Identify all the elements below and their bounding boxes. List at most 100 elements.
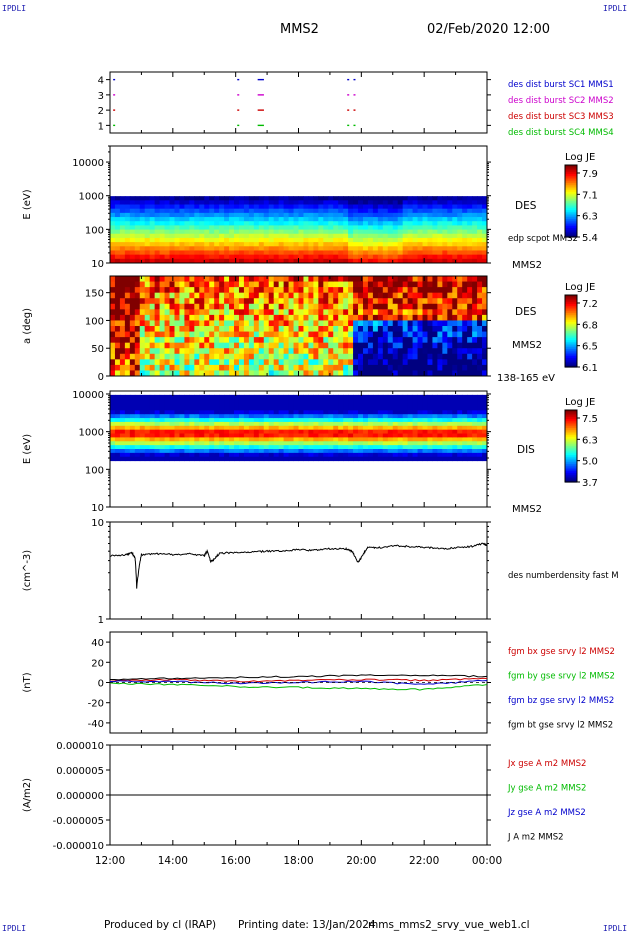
dis-energy-cell: [159, 425, 166, 431]
des-pitch-cell: [447, 320, 453, 327]
des-pitch-cell: [372, 359, 379, 366]
des-pitch-cell: [169, 303, 175, 310]
dis-energy-colorbar-cell: [565, 478, 577, 481]
dis-energy-cell: [318, 398, 324, 404]
des-pitch-cell: [293, 276, 299, 283]
des-energy-cell: [472, 225, 478, 231]
des-pitch-cell: [149, 287, 156, 294]
des-energy-colorbar-cell: [565, 186, 577, 189]
dis-energy-cell: [253, 441, 260, 446]
magnetic-series-line: [110, 674, 488, 681]
dis-energy-cell: [248, 429, 255, 435]
des-energy-cell: [234, 204, 240, 210]
des-energy-cell: [288, 254, 295, 260]
des-energy-cell: [318, 242, 324, 247]
des-pitch-cell: [402, 281, 409, 288]
des-pitch-cell: [432, 298, 438, 305]
dis-energy-cell: [392, 437, 399, 442]
des-pitch-cell: [323, 303, 329, 310]
des-energy-cell: [427, 212, 433, 218]
des-pitch-cell: [348, 320, 354, 327]
des-energy-cell: [452, 208, 458, 214]
des-pitch-colorbar-cell: [565, 327, 577, 330]
des-energy-colorbar-label: 7.9: [582, 169, 598, 180]
des-pitch-cell: [189, 309, 195, 316]
dis-energy-cell: [243, 452, 250, 458]
dis-energy-cell: [258, 449, 265, 454]
dis-energy-cell: [467, 418, 473, 423]
dis-energy-cell: [432, 437, 438, 442]
des-energy-cell: [134, 246, 141, 251]
des-pitch-cell: [159, 337, 166, 344]
dis-energy-cell: [328, 418, 334, 423]
dis-energy-cell: [397, 441, 404, 446]
dis-energy-cell: [417, 421, 424, 427]
des-pitch-cell: [457, 326, 463, 333]
des-energy-cell: [194, 258, 200, 264]
des-pitch-cell: [229, 326, 235, 333]
dis-energy-cell: [348, 433, 354, 438]
des-pitch-cell: [402, 331, 409, 338]
des-pitch-colorbar-cell: [565, 322, 577, 325]
des-pitch-cell: [417, 314, 424, 321]
des-energy-cell: [402, 246, 409, 251]
des-pitch-cell: [253, 276, 260, 283]
des-pitch-cell: [258, 320, 265, 327]
des-pitch-cell: [442, 314, 448, 321]
des-energy-cell: [308, 229, 314, 235]
dis-energy-cell: [139, 456, 146, 462]
des-pitch-cell: [293, 364, 299, 371]
des-pitch-cell: [159, 292, 166, 299]
des-pitch-cell: [194, 292, 200, 299]
dis-energy-cell: [248, 441, 255, 446]
des-pitch-cell: [402, 287, 409, 294]
dis-energy-cell: [402, 406, 409, 411]
des-energy-cell: [348, 208, 354, 214]
des-pitch-cell: [293, 353, 299, 360]
des-pitch-colorbar-frame: [564, 294, 578, 368]
dis-energy-cell: [124, 456, 131, 462]
des-energy-cell: [353, 208, 359, 214]
des-energy-cell: [258, 254, 265, 260]
dis-energy-cell: [382, 456, 389, 462]
des-pitch-cell: [278, 331, 285, 338]
des-energy-cell: [402, 196, 409, 201]
des-pitch-cell: [238, 303, 245, 310]
des-pitch-cell: [164, 342, 171, 349]
des-pitch-cell: [308, 348, 314, 355]
des-pitch-cell: [482, 348, 488, 355]
des-energy-cell: [110, 204, 116, 210]
des-pitch-cell: [154, 281, 161, 288]
des-energy-cell: [338, 258, 344, 264]
dis-energy-cell: [199, 394, 205, 400]
des-energy-cell: [308, 246, 314, 251]
des-pitch-cell: [283, 314, 290, 321]
des-pitch-cell: [234, 281, 240, 288]
dis-energy-cell: [149, 449, 156, 454]
des-energy-cell: [338, 212, 344, 218]
dis-energy-cell: [432, 452, 438, 458]
des-pitch-cell: [397, 342, 404, 349]
des-pitch-cell: [372, 348, 379, 355]
dis-energy-cell: [273, 394, 280, 400]
magnetic-ytick-label: -40: [88, 719, 104, 730]
des-energy-cell: [333, 225, 339, 231]
dis-energy-cell: [387, 429, 394, 435]
des-pitch-cell: [477, 353, 483, 360]
des-energy-cell: [333, 250, 339, 256]
dis-energy-cell: [377, 456, 384, 462]
des-pitch-cell: [119, 359, 126, 366]
des-pitch-cell: [124, 276, 131, 283]
des-energy-cell: [214, 233, 220, 239]
des-energy-cell: [204, 233, 210, 239]
des-energy-cell: [397, 246, 404, 251]
dis-energy-cell: [134, 429, 141, 435]
dis-energy-cell: [114, 418, 121, 423]
dis-energy-cell: [214, 394, 220, 400]
dis-energy-cell: [174, 394, 180, 400]
dis-energy-cell: [412, 425, 419, 431]
des-energy-cell: [323, 254, 329, 260]
des-pitch-cell: [199, 292, 205, 299]
dis-energy-cell: [382, 410, 389, 415]
des-energy-cell: [169, 221, 175, 226]
